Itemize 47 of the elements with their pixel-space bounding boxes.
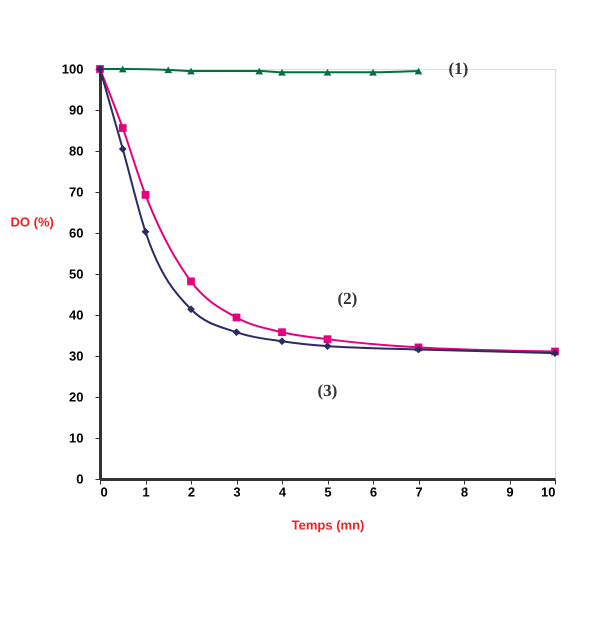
point [142,228,150,236]
point [232,328,240,336]
point [118,145,127,153]
x-tick-label: 2 [188,484,196,500]
y-tick-label: 10 [69,430,84,446]
x-tick-label: 3 [233,484,241,500]
y-tick-label: 20 [69,390,84,404]
point [187,305,195,314]
series-label: (3) [318,381,338,400]
point [232,314,240,322]
x-tick-label: 1 [142,484,150,500]
point [118,124,127,132]
x-tick-label: 9 [506,484,514,500]
point [278,328,286,336]
y-tick-label: 70 [69,184,84,200]
y-tick-label: 90 [69,102,84,118]
y-tick-label: 40 [69,308,84,322]
x-tick-label: 8 [460,484,468,500]
x-tick-label: 0 [100,484,108,500]
point [278,68,286,76]
x-tick-label: 5 [324,484,332,500]
x-tick-label: 4 [278,484,287,500]
y-tick-label: 60 [69,226,84,240]
y-tick-label: 0 [76,472,84,486]
point [324,335,332,344]
point [414,68,422,74]
point [118,66,127,72]
point [142,190,150,199]
point [187,68,195,74]
point [369,68,377,76]
y-tick-label: 30 [69,348,84,364]
y-tick-label: 100 [62,62,84,76]
point [255,68,264,74]
point [278,337,286,346]
y-axis-title: DO (%) [10,214,54,230]
point [187,278,195,286]
y-tick-label: 80 [69,144,84,158]
y-tick-label: 50 [69,266,84,282]
point [324,342,332,350]
point [324,68,332,76]
x-tick-label: 6 [370,484,378,500]
point [164,66,172,74]
series-label: (1) [448,59,468,78]
series-label: (2) [338,289,358,308]
x-tick-label: 7 [415,484,423,500]
x-axis-title: Temps (mn) [292,518,364,532]
x-tick-label: 10 [541,484,556,500]
